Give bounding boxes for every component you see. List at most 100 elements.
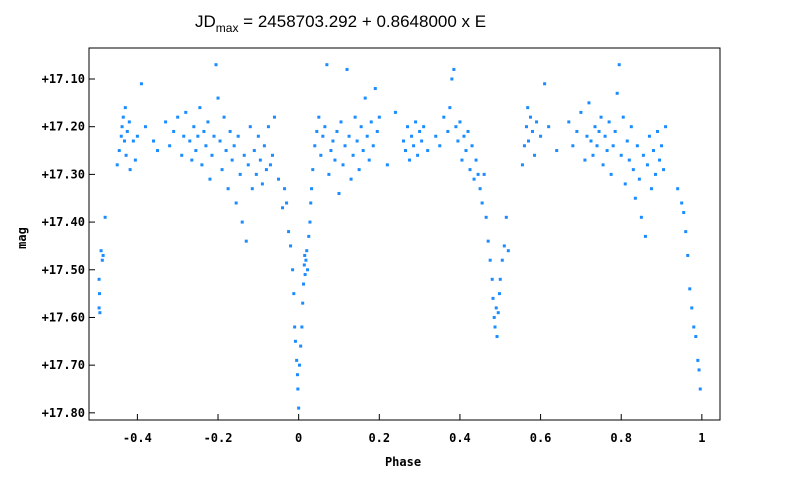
- data-point: [236, 134, 240, 138]
- data-point: [204, 144, 208, 148]
- data-point: [495, 335, 499, 339]
- data-point: [97, 292, 101, 296]
- data-point: [631, 168, 635, 172]
- data-point: [139, 82, 143, 86]
- data-point: [448, 106, 452, 110]
- data-point: [164, 120, 168, 124]
- data-point: [365, 134, 369, 138]
- data-point: [343, 144, 347, 148]
- data-point: [188, 139, 192, 143]
- data-point: [694, 335, 698, 339]
- data-point: [369, 120, 373, 124]
- data-point: [414, 120, 418, 124]
- data-point: [283, 187, 287, 191]
- data-point: [649, 187, 653, 191]
- data-point: [656, 129, 660, 133]
- data-point: [289, 244, 293, 248]
- x-tick-label: 0.4: [449, 431, 471, 445]
- data-point: [345, 67, 349, 71]
- data-point: [246, 163, 250, 167]
- data-point: [410, 134, 414, 138]
- data-point: [97, 277, 101, 281]
- data-point: [458, 120, 462, 124]
- data-point: [103, 215, 107, 219]
- data-point: [452, 67, 456, 71]
- data-point: [522, 144, 526, 148]
- data-point: [494, 306, 498, 310]
- data-point: [468, 168, 472, 172]
- data-point: [242, 153, 246, 157]
- data-point: [125, 129, 129, 133]
- data-point: [603, 134, 607, 138]
- data-point: [349, 177, 353, 181]
- data-point: [404, 149, 408, 153]
- data-point: [698, 387, 702, 391]
- data-point: [319, 153, 323, 157]
- data-point: [226, 187, 230, 191]
- data-point: [585, 134, 589, 138]
- data-point: [660, 144, 664, 148]
- data-point: [676, 187, 680, 191]
- data-point: [692, 325, 696, 329]
- data-point: [101, 253, 105, 257]
- data-point: [240, 220, 244, 224]
- data-point: [335, 129, 339, 133]
- data-point: [252, 149, 256, 153]
- data-point: [480, 201, 484, 205]
- data-point: [684, 230, 688, 234]
- data-point: [406, 125, 410, 129]
- data-point: [635, 144, 639, 148]
- data-point: [291, 268, 295, 272]
- data-point: [172, 129, 176, 133]
- y-tick-label: +17.40: [42, 215, 85, 229]
- data-point: [478, 187, 482, 191]
- data-point: [484, 215, 488, 219]
- data-point: [135, 134, 139, 138]
- data-point: [373, 87, 377, 91]
- data-point: [476, 172, 480, 176]
- data-point: [119, 134, 123, 138]
- chart-title: JDmax = 2458703.292 + 0.8648000 x E: [195, 12, 486, 35]
- data-point: [393, 110, 397, 114]
- data-point: [690, 306, 694, 310]
- data-point: [124, 153, 128, 157]
- data-point: [601, 163, 605, 167]
- data-point: [375, 129, 379, 133]
- chart-title-subscript: max: [216, 21, 239, 35]
- y-axis-label: mag: [15, 227, 29, 249]
- data-point: [456, 139, 460, 143]
- x-tick-label: -0.2: [204, 431, 233, 445]
- data-point: [492, 315, 496, 319]
- data-point: [625, 139, 629, 143]
- data-point: [272, 115, 276, 119]
- data-point: [295, 373, 299, 377]
- data-point: [589, 139, 593, 143]
- data-point: [567, 120, 571, 124]
- data-point: [347, 134, 351, 138]
- x-tick-label: 0.6: [530, 431, 552, 445]
- y-tick-label: +17.80: [42, 406, 85, 420]
- data-point: [194, 149, 198, 153]
- data-point: [641, 153, 645, 157]
- data-point: [591, 153, 595, 157]
- data-point: [176, 115, 180, 119]
- data-point: [651, 149, 655, 153]
- data-point: [367, 158, 371, 162]
- data-point: [302, 263, 306, 267]
- data-point: [623, 182, 627, 186]
- data-point: [220, 168, 224, 172]
- data-point: [526, 139, 530, 143]
- data-point: [97, 306, 101, 310]
- data-point: [214, 63, 218, 67]
- data-point: [254, 172, 258, 176]
- data-point: [357, 168, 361, 172]
- data-point: [206, 120, 210, 124]
- data-point: [339, 120, 343, 124]
- data-point: [526, 106, 530, 110]
- data-point: [224, 149, 228, 153]
- data-point: [359, 125, 363, 129]
- data-point: [285, 201, 289, 205]
- data-point: [587, 101, 591, 105]
- data-point: [472, 177, 476, 181]
